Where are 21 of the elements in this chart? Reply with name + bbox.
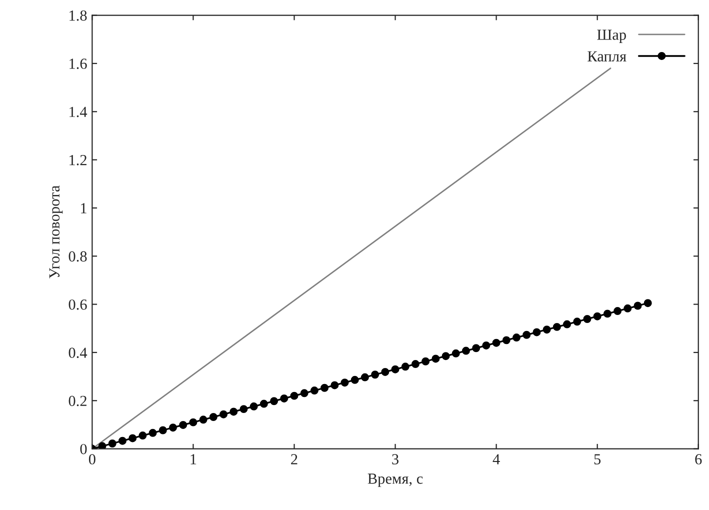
- x-tick-label: 5: [594, 454, 601, 464]
- x-tick-label: 4: [492, 454, 500, 464]
- x-axis-title: Время, с: [368, 474, 423, 487]
- x-tick-label: 1: [190, 454, 196, 464]
- y-tick-label: 0.4: [68, 348, 88, 358]
- x-tick-label: 3: [392, 454, 398, 464]
- x-tick-label: 2: [291, 454, 298, 464]
- y-tick-label: 0.6: [68, 299, 87, 310]
- y-tick-label: 1: [81, 203, 86, 214]
- y-tick-label: 0.2: [68, 396, 86, 406]
- x-tick-label: 6: [695, 454, 702, 464]
- y-tick-label: 0: [80, 444, 87, 454]
- y-tick-label: 1.6: [70, 58, 87, 69]
- legend-label: Капля: [588, 51, 626, 62]
- x-tick-label: 0: [88, 454, 96, 464]
- y-tick-label: 1.4: [70, 106, 88, 118]
- y-axis-title: Угол поворота: [49, 186, 63, 278]
- y-tick-label: 1.2: [70, 154, 86, 166]
- y-tick-label: 0.8: [68, 251, 87, 262]
- legend-label: Шар: [597, 30, 626, 43]
- y-tick-label: 1.8: [70, 10, 87, 21]
